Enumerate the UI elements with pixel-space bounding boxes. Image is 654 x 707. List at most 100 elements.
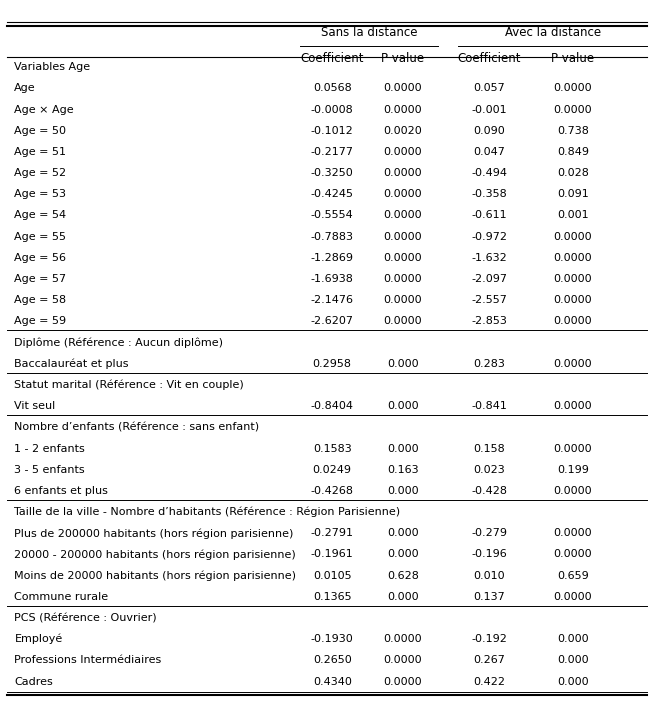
Text: -0.2177: -0.2177 bbox=[311, 147, 354, 157]
Text: -0.358: -0.358 bbox=[472, 189, 507, 199]
Text: 0.0000: 0.0000 bbox=[553, 253, 593, 263]
Text: 0.0000: 0.0000 bbox=[553, 401, 593, 411]
Text: -0.8404: -0.8404 bbox=[311, 401, 354, 411]
Text: 0.000: 0.000 bbox=[387, 592, 419, 602]
Text: Coefficient: Coefficient bbox=[300, 52, 364, 65]
Text: 0.0000: 0.0000 bbox=[553, 274, 593, 284]
Text: Age = 58: Age = 58 bbox=[14, 296, 67, 305]
Text: 0.000: 0.000 bbox=[387, 443, 419, 453]
Text: 0.023: 0.023 bbox=[473, 464, 505, 474]
Text: -0.192: -0.192 bbox=[472, 634, 507, 644]
Text: Age = 59: Age = 59 bbox=[14, 317, 67, 327]
Text: 0.0000: 0.0000 bbox=[553, 443, 593, 453]
Text: Sans la distance: Sans la distance bbox=[320, 26, 417, 40]
Text: -2.097: -2.097 bbox=[471, 274, 508, 284]
Text: 0.057: 0.057 bbox=[473, 83, 505, 93]
Text: -0.1961: -0.1961 bbox=[311, 549, 354, 559]
Text: -2.853: -2.853 bbox=[472, 317, 507, 327]
Text: Age = 52: Age = 52 bbox=[14, 168, 67, 178]
Text: -0.2791: -0.2791 bbox=[311, 528, 354, 538]
Text: Plus de 200000 habitants (hors région parisienne): Plus de 200000 habitants (hors région pa… bbox=[14, 528, 294, 539]
Text: 0.010: 0.010 bbox=[473, 571, 505, 580]
Text: -1.6938: -1.6938 bbox=[311, 274, 354, 284]
Text: 0.0000: 0.0000 bbox=[553, 296, 593, 305]
Text: 0.0000: 0.0000 bbox=[383, 253, 422, 263]
Text: -0.1012: -0.1012 bbox=[311, 126, 354, 136]
Text: 0.047: 0.047 bbox=[473, 147, 505, 157]
Text: Coefficient: Coefficient bbox=[457, 52, 521, 65]
Text: Nombre d’enfants (Référence : sans enfant): Nombre d’enfants (Référence : sans enfan… bbox=[14, 422, 260, 432]
Text: Age = 57: Age = 57 bbox=[14, 274, 67, 284]
Text: -0.196: -0.196 bbox=[472, 549, 507, 559]
Text: 0.659: 0.659 bbox=[557, 571, 589, 580]
Text: Vit seul: Vit seul bbox=[14, 401, 56, 411]
Text: 0.028: 0.028 bbox=[557, 168, 589, 178]
Text: 0.0000: 0.0000 bbox=[553, 83, 593, 93]
Text: 0.163: 0.163 bbox=[387, 464, 419, 474]
Text: 0.000: 0.000 bbox=[387, 358, 419, 369]
Text: 0.000: 0.000 bbox=[387, 401, 419, 411]
Text: Age = 56: Age = 56 bbox=[14, 253, 67, 263]
Text: 20000 - 200000 habitants (hors région parisienne): 20000 - 200000 habitants (hors région pa… bbox=[14, 549, 296, 560]
Text: 0.283: 0.283 bbox=[473, 358, 505, 369]
Text: Baccalauréat et plus: Baccalauréat et plus bbox=[14, 358, 129, 369]
Text: 0.0000: 0.0000 bbox=[383, 677, 422, 686]
Text: -0.841: -0.841 bbox=[472, 401, 507, 411]
Text: 0.0000: 0.0000 bbox=[553, 592, 593, 602]
Text: Age = 50: Age = 50 bbox=[14, 126, 67, 136]
Text: -0.0008: -0.0008 bbox=[311, 105, 354, 115]
Text: 0.267: 0.267 bbox=[473, 655, 505, 665]
Text: Moins de 20000 habitants (hors région parisienne): Moins de 20000 habitants (hors région pa… bbox=[14, 571, 296, 581]
Text: 0.000: 0.000 bbox=[387, 549, 419, 559]
Text: -0.4268: -0.4268 bbox=[311, 486, 354, 496]
Text: 0.000: 0.000 bbox=[387, 528, 419, 538]
Text: -2.1476: -2.1476 bbox=[311, 296, 354, 305]
Text: 0.090: 0.090 bbox=[473, 126, 505, 136]
Text: 0.000: 0.000 bbox=[557, 655, 589, 665]
Text: Statut marital (Référence : Vit en couple): Statut marital (Référence : Vit en coupl… bbox=[14, 380, 244, 390]
Text: 0.1583: 0.1583 bbox=[313, 443, 352, 453]
Text: 0.4340: 0.4340 bbox=[313, 677, 352, 686]
Text: Age = 53: Age = 53 bbox=[14, 189, 67, 199]
Text: P value: P value bbox=[381, 52, 424, 65]
Text: 0.0000: 0.0000 bbox=[383, 232, 422, 242]
Text: 0.0000: 0.0000 bbox=[383, 147, 422, 157]
Text: Age × Age: Age × Age bbox=[14, 105, 74, 115]
Text: 0.0000: 0.0000 bbox=[553, 486, 593, 496]
Text: -0.972: -0.972 bbox=[471, 232, 508, 242]
Text: Cadres: Cadres bbox=[14, 677, 53, 686]
Text: 0.0000: 0.0000 bbox=[553, 358, 593, 369]
Text: -0.001: -0.001 bbox=[472, 105, 507, 115]
Text: 0.2650: 0.2650 bbox=[313, 655, 352, 665]
Text: 0.0000: 0.0000 bbox=[383, 83, 422, 93]
Text: 0.0000: 0.0000 bbox=[383, 168, 422, 178]
Text: 0.000: 0.000 bbox=[557, 634, 589, 644]
Text: 0.137: 0.137 bbox=[473, 592, 505, 602]
Text: 0.0000: 0.0000 bbox=[553, 105, 593, 115]
Text: -0.4245: -0.4245 bbox=[311, 189, 354, 199]
Text: Age: Age bbox=[14, 83, 36, 93]
Text: Age = 55: Age = 55 bbox=[14, 232, 67, 242]
Text: 0.0000: 0.0000 bbox=[383, 274, 422, 284]
Text: 0.001: 0.001 bbox=[557, 211, 589, 221]
Text: 0.422: 0.422 bbox=[473, 677, 505, 686]
Text: Avec la distance: Avec la distance bbox=[505, 26, 600, 40]
Text: -2.6207: -2.6207 bbox=[311, 317, 354, 327]
Text: PCS (Référence : Ouvrier): PCS (Référence : Ouvrier) bbox=[14, 613, 157, 623]
Text: 0.849: 0.849 bbox=[557, 147, 589, 157]
Text: Variables Age: Variables Age bbox=[14, 62, 90, 72]
Text: 0.0000: 0.0000 bbox=[553, 317, 593, 327]
Text: 0.0000: 0.0000 bbox=[553, 549, 593, 559]
Text: Commune rurale: Commune rurale bbox=[14, 592, 109, 602]
Text: 3 - 5 enfants: 3 - 5 enfants bbox=[14, 464, 85, 474]
Text: Employé: Employé bbox=[14, 634, 63, 645]
Text: -0.1930: -0.1930 bbox=[311, 634, 354, 644]
Text: 0.091: 0.091 bbox=[557, 189, 589, 199]
Text: Age = 54: Age = 54 bbox=[14, 211, 67, 221]
Text: 0.0000: 0.0000 bbox=[383, 296, 422, 305]
Text: P value: P value bbox=[551, 52, 594, 65]
Text: -1.2869: -1.2869 bbox=[311, 253, 354, 263]
Text: -0.611: -0.611 bbox=[472, 211, 507, 221]
Text: 0.738: 0.738 bbox=[557, 126, 589, 136]
Text: 0.628: 0.628 bbox=[387, 571, 419, 580]
